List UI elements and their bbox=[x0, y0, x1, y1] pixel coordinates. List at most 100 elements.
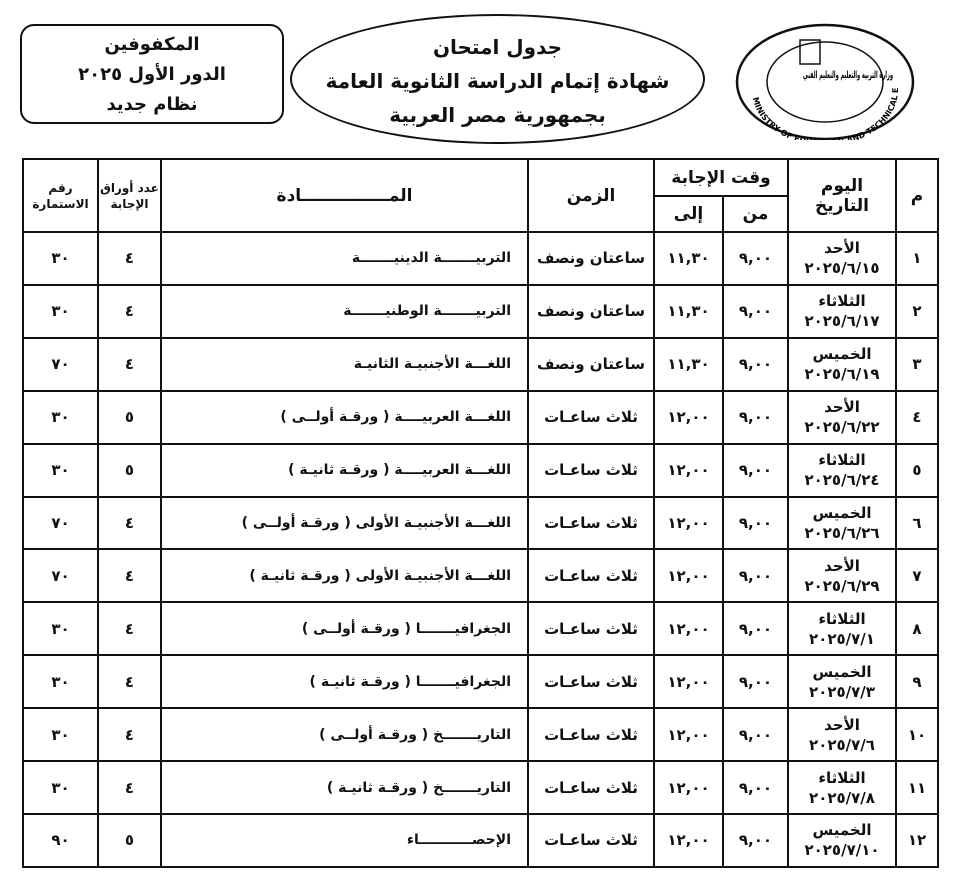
to-time: ١٢,٠٠ bbox=[653, 389, 724, 445]
day: الثلاثاء bbox=[818, 609, 866, 628]
side-line: المكفوفين bbox=[104, 34, 200, 55]
from-time: ٩,٠٠ bbox=[722, 601, 789, 657]
row-num: ٨ bbox=[895, 601, 939, 657]
sheets: ٤ bbox=[97, 231, 162, 286]
form-number: ٣٠ bbox=[22, 707, 99, 763]
subject: الإحصـــــــــــاء bbox=[160, 812, 529, 869]
col-form: رقم الاستمارة bbox=[22, 158, 99, 233]
to-time: ١٢,٠٠ bbox=[653, 442, 724, 498]
table-row: ٩ الخميس ٢٠٢٥/٧/٣ ٩,٠٠ ١٢,٠٠ ثلاث ساعـات الجغر… bbox=[22, 654, 939, 710]
logo-arabic: وزارة التربية والتعليم والتعليم الفني bbox=[803, 70, 893, 81]
row-num: ١٢ bbox=[895, 812, 939, 869]
form-number: ٧٠ bbox=[22, 336, 99, 392]
col-day: اليوم bbox=[820, 175, 864, 196]
form-number: ٣٠ bbox=[22, 442, 99, 498]
date: ٢٠٢٥/٦/١٧ bbox=[804, 312, 880, 331]
duration: ثلاث ساعـات bbox=[527, 389, 655, 445]
row-num: ٦ bbox=[895, 495, 939, 551]
from-time: ٩,٠٠ bbox=[722, 760, 789, 815]
sheets: ٤ bbox=[97, 707, 162, 763]
col-sheets: عدد أوراق الإجابة bbox=[97, 158, 162, 233]
row-num: ١١ bbox=[895, 760, 939, 815]
subject: اللغـــة الأجنبيـة الأولى ( ورقـة ثانيـة… bbox=[160, 548, 529, 604]
sheets: ٤ bbox=[97, 760, 162, 815]
subject: التاريـــــــخ ( ورقـة ثانيـة ) bbox=[160, 760, 529, 815]
col-subject: المـــــــــــــــادة bbox=[160, 158, 529, 233]
to-time: ١٢,٠٠ bbox=[653, 548, 724, 604]
date: ٢٠٢٥/٧/١٠ bbox=[804, 841, 880, 860]
date: ٢٠٢٥/٧/٨ bbox=[809, 788, 875, 807]
from-time: ٩,٠٠ bbox=[722, 442, 789, 498]
sheets: ٥ bbox=[97, 389, 162, 445]
day-date: الخميس ٢٠٢٥/٧/١٠ bbox=[787, 812, 897, 869]
table-row: ٥ الثلاثاء ٢٠٢٥/٦/٢٤ ٩,٠٠ ١٢,٠٠ ثلاث ساعـات ال… bbox=[22, 442, 939, 498]
day-date: الخميس ٢٠٢٥/٦/٢٦ bbox=[787, 495, 897, 551]
to-time: ١٢,٠٠ bbox=[653, 495, 724, 551]
table-row: ١١ الثلاثاء ٢٠٢٥/٧/٨ ٩,٠٠ ١٢,٠٠ ثلاث ساعـات ال… bbox=[22, 760, 939, 815]
subject: اللغـــة العربيــــة ( ورقـة ثانيـة ) bbox=[160, 442, 529, 498]
day: الخميس bbox=[812, 662, 872, 681]
table-row: ١ الأحد ٢٠٢٥/٦/١٥ ٩,٠٠ ١١,٣٠ ساعتان ونصف الترب… bbox=[22, 231, 939, 286]
to-time: ١٢,٠٠ bbox=[653, 707, 724, 763]
subtitle: بجمهورية مصر العربية bbox=[389, 103, 606, 127]
day-date: الأحد ٢٠٢٥/٦/١٥ bbox=[787, 231, 897, 286]
form-number: ٧٠ bbox=[22, 548, 99, 604]
from-time: ٩,٠٠ bbox=[722, 283, 789, 339]
row-num: ٧ bbox=[895, 548, 939, 604]
day-date: الثلاثاء ٢٠٢٥/٧/١ bbox=[787, 601, 897, 657]
side-line: الدور الأول ٢٠٢٥ bbox=[78, 64, 226, 85]
col-day-date: اليوم التاريخ bbox=[787, 158, 897, 233]
duration: ثلاث ساعـات bbox=[527, 812, 655, 869]
day: الثلاثاء bbox=[818, 451, 866, 470]
duration: ثلاث ساعـات bbox=[527, 442, 655, 498]
table-body: ١ الأحد ٢٠٢٥/٦/١٥ ٩,٠٠ ١١,٣٠ ساعتان ونصف الترب… bbox=[22, 231, 939, 869]
table-row: ١٠ الأحد ٢٠٢٥/٧/٦ ٩,٠٠ ١٢,٠٠ ثلاث ساعـات التار… bbox=[22, 707, 939, 763]
sheets: ٤ bbox=[97, 548, 162, 604]
col-from: من bbox=[722, 195, 789, 233]
day-date: الأحد ٢٠٢٥/٦/٢٢ bbox=[787, 389, 897, 445]
day: الأحد bbox=[824, 556, 860, 575]
date: ٢٠٢٥/٧/٣ bbox=[809, 682, 875, 701]
duration: ثلاث ساعـات bbox=[527, 601, 655, 657]
from-time: ٩,٠٠ bbox=[722, 389, 789, 445]
sheets: ٤ bbox=[97, 336, 162, 392]
day-date: الخميس ٢٠٢٥/٧/٣ bbox=[787, 654, 897, 710]
day: الخميس bbox=[812, 345, 872, 364]
day-date: الخميس ٢٠٢٥/٦/١٩ bbox=[787, 336, 897, 392]
duration: ثلاث ساعـات bbox=[527, 707, 655, 763]
from-time: ٩,٠٠ bbox=[722, 654, 789, 710]
subtitle: شهادة إتمام الدراسة الثانوية العامة bbox=[325, 69, 670, 93]
to-time: ١١,٣٠ bbox=[653, 283, 724, 339]
subject: التربيـــــــة الوطنيـــــــة bbox=[160, 283, 529, 339]
subject: التربيـــــــة الدينيـــــــة bbox=[160, 231, 529, 286]
sheets: ٤ bbox=[97, 601, 162, 657]
duration: ثلاث ساعـات bbox=[527, 548, 655, 604]
to-time: ١١,٣٠ bbox=[653, 336, 724, 392]
subject: الجغرافيـــــــا ( ورقـة ثانيـة ) bbox=[160, 654, 529, 710]
table-row: ٨ الثلاثاء ٢٠٢٥/٧/١ ٩,٠٠ ١٢,٠٠ ثلاث ساعـات الج… bbox=[22, 601, 939, 657]
form-number: ٣٠ bbox=[22, 231, 99, 286]
day-date: الأحد ٢٠٢٥/٦/٢٩ bbox=[787, 548, 897, 604]
date: ٢٠٢٥/٦/١٥ bbox=[804, 259, 880, 278]
from-time: ٩,٠٠ bbox=[722, 336, 789, 392]
side-box: المكفوفين الدور الأول ٢٠٢٥ نظام جديد bbox=[20, 24, 284, 124]
from-time: ٩,٠٠ bbox=[722, 548, 789, 604]
date: ٢٠٢٥/٦/١٩ bbox=[804, 365, 880, 384]
table-row: ١٢ الخميس ٢٠٢٥/٧/١٠ ٩,٠٠ ١٢,٠٠ ثلاث ساعـات الإ… bbox=[22, 812, 939, 869]
row-num: ٤ bbox=[895, 389, 939, 445]
col-num: م bbox=[895, 158, 939, 233]
row-num: ٢ bbox=[895, 283, 939, 339]
from-time: ٩,٠٠ bbox=[722, 707, 789, 763]
form-number: ٩٠ bbox=[22, 812, 99, 869]
day-date: الثلاثاء ٢٠٢٥/٧/٨ bbox=[787, 760, 897, 815]
from-time: ٩,٠٠ bbox=[722, 812, 789, 869]
date: ٢٠٢٥/٦/٢٩ bbox=[804, 576, 880, 595]
form-number: ٣٠ bbox=[22, 654, 99, 710]
duration: ساعتان ونصف bbox=[527, 283, 655, 339]
date: ٢٠٢٥/٦/٢٦ bbox=[804, 523, 880, 542]
col-date: التاريخ bbox=[815, 195, 869, 216]
row-num: ١٠ bbox=[895, 707, 939, 763]
subject: التاريـــــــخ ( ورقـة أولــى ) bbox=[160, 707, 529, 763]
duration: ساعتان ونصف bbox=[527, 231, 655, 286]
